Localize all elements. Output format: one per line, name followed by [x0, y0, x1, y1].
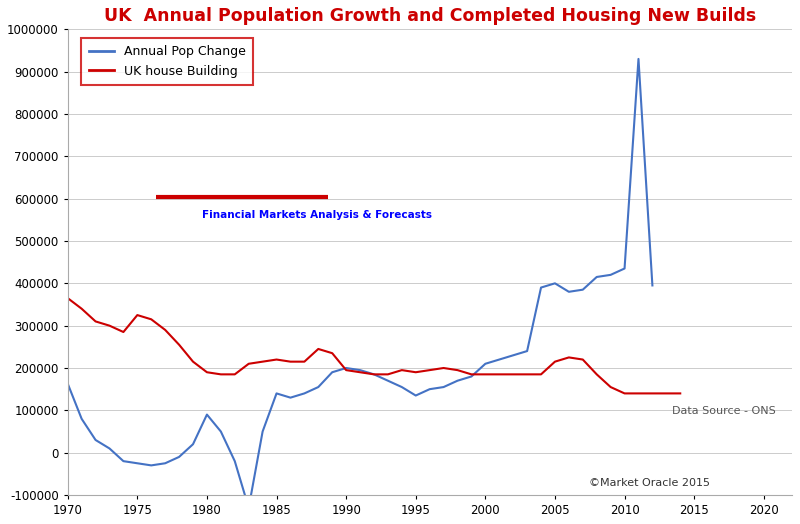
Text: MarketOracle.co.uk: MarketOracle.co.uk: [187, 158, 324, 171]
Legend: Annual Pop Change, UK house Building: Annual Pop Change, UK house Building: [82, 38, 253, 85]
Text: Data Source - ONS: Data Source - ONS: [672, 406, 776, 416]
Text: Financial Markets Analysis & Forecasts: Financial Markets Analysis & Forecasts: [202, 210, 432, 220]
Text: ©Market Oracle 2015: ©Market Oracle 2015: [589, 478, 710, 488]
Title: UK  Annual Population Growth and Completed Housing New Builds: UK Annual Population Growth and Complete…: [103, 7, 756, 25]
